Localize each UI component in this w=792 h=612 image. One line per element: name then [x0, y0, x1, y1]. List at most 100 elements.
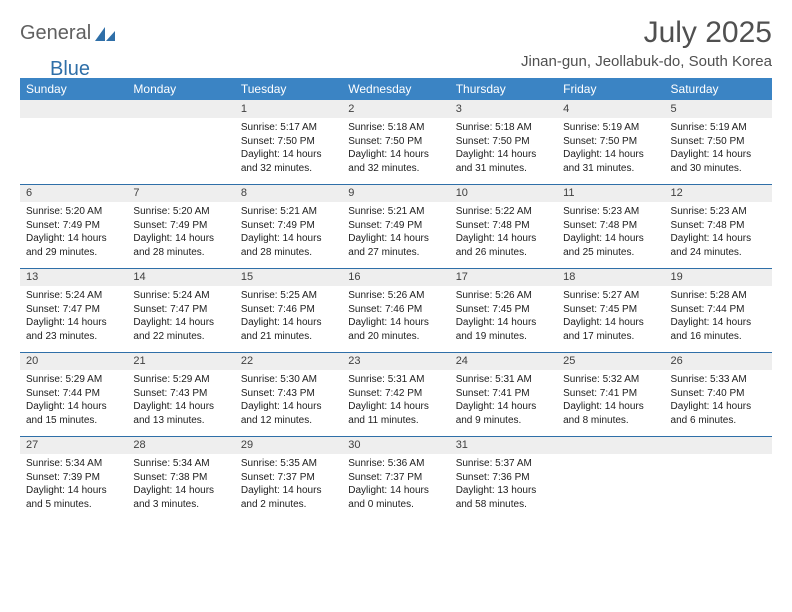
day-number: 18 [557, 268, 664, 286]
day-cell: Sunrise: 5:27 AMSunset: 7:45 PMDaylight:… [557, 286, 664, 352]
day-number: 8 [235, 184, 342, 202]
sail-icon [95, 27, 115, 41]
daylight-text: Daylight: 14 hours and 8 minutes. [563, 400, 658, 427]
sunset-text: Sunset: 7:45 PM [456, 303, 551, 317]
day-cell: Sunrise: 5:20 AMSunset: 7:49 PMDaylight:… [20, 202, 127, 268]
day-number: 2 [342, 100, 449, 118]
sunset-text: Sunset: 7:36 PM [456, 471, 551, 485]
col-tuesday: Tuesday [235, 78, 342, 100]
daylight-text: Daylight: 14 hours and 15 minutes. [26, 400, 121, 427]
brand-logo: General [20, 22, 117, 45]
day-number: 30 [342, 436, 449, 454]
day-cell: Sunrise: 5:34 AMSunset: 7:38 PMDaylight:… [127, 454, 234, 520]
day-number [665, 436, 772, 454]
daylight-text: Daylight: 14 hours and 27 minutes. [348, 232, 443, 259]
day-cell: Sunrise: 5:18 AMSunset: 7:50 PMDaylight:… [342, 118, 449, 184]
sunrise-text: Sunrise: 5:29 AM [133, 373, 228, 387]
day-cell: Sunrise: 5:21 AMSunset: 7:49 PMDaylight:… [342, 202, 449, 268]
day-number: 7 [127, 184, 234, 202]
day-number: 14 [127, 268, 234, 286]
daylight-text: Daylight: 14 hours and 26 minutes. [456, 232, 551, 259]
day-cell: Sunrise: 5:28 AMSunset: 7:44 PMDaylight:… [665, 286, 772, 352]
day-cell: Sunrise: 5:23 AMSunset: 7:48 PMDaylight:… [665, 202, 772, 268]
sunset-text: Sunset: 7:37 PM [348, 471, 443, 485]
sunrise-text: Sunrise: 5:28 AM [671, 289, 766, 303]
daylight-text: Daylight: 14 hours and 30 minutes. [671, 148, 766, 175]
day-number: 27 [20, 436, 127, 454]
sunset-text: Sunset: 7:50 PM [671, 135, 766, 149]
sunrise-text: Sunrise: 5:30 AM [241, 373, 336, 387]
daylight-text: Daylight: 14 hours and 5 minutes. [26, 484, 121, 511]
sunrise-text: Sunrise: 5:20 AM [133, 205, 228, 219]
day-cell: Sunrise: 5:33 AMSunset: 7:40 PMDaylight:… [665, 370, 772, 436]
brand-text-2: Blue [50, 58, 90, 81]
week-number-row: 12345 [20, 100, 772, 118]
sunrise-text: Sunrise: 5:26 AM [456, 289, 551, 303]
sunrise-text: Sunrise: 5:21 AM [241, 205, 336, 219]
sunset-text: Sunset: 7:44 PM [26, 387, 121, 401]
sunset-text: Sunset: 7:46 PM [241, 303, 336, 317]
day-cell: Sunrise: 5:36 AMSunset: 7:37 PMDaylight:… [342, 454, 449, 520]
day-cell: Sunrise: 5:26 AMSunset: 7:45 PMDaylight:… [450, 286, 557, 352]
day-cell: Sunrise: 5:37 AMSunset: 7:36 PMDaylight:… [450, 454, 557, 520]
sunrise-text: Sunrise: 5:26 AM [348, 289, 443, 303]
sunrise-text: Sunrise: 5:20 AM [26, 205, 121, 219]
sunrise-text: Sunrise: 5:23 AM [671, 205, 766, 219]
sunrise-text: Sunrise: 5:36 AM [348, 457, 443, 471]
day-cell: Sunrise: 5:17 AMSunset: 7:50 PMDaylight:… [235, 118, 342, 184]
week-body-row: Sunrise: 5:17 AMSunset: 7:50 PMDaylight:… [20, 118, 772, 184]
day-cell: Sunrise: 5:21 AMSunset: 7:49 PMDaylight:… [235, 202, 342, 268]
sunset-text: Sunset: 7:49 PM [26, 219, 121, 233]
sunrise-text: Sunrise: 5:35 AM [241, 457, 336, 471]
day-number: 23 [342, 352, 449, 370]
sunset-text: Sunset: 7:47 PM [26, 303, 121, 317]
day-number [557, 436, 664, 454]
day-cell: Sunrise: 5:32 AMSunset: 7:41 PMDaylight:… [557, 370, 664, 436]
day-cell: Sunrise: 5:19 AMSunset: 7:50 PMDaylight:… [557, 118, 664, 184]
day-cell [20, 118, 127, 184]
daylight-text: Daylight: 14 hours and 28 minutes. [241, 232, 336, 259]
day-cell: Sunrise: 5:18 AMSunset: 7:50 PMDaylight:… [450, 118, 557, 184]
header: General July 2025 Jinan-gun, Jeollabuk-d… [20, 16, 772, 76]
day-cell: Sunrise: 5:31 AMSunset: 7:42 PMDaylight:… [342, 370, 449, 436]
sunset-text: Sunset: 7:47 PM [133, 303, 228, 317]
sunrise-text: Sunrise: 5:34 AM [26, 457, 121, 471]
day-number [20, 100, 127, 118]
sunset-text: Sunset: 7:42 PM [348, 387, 443, 401]
day-cell: Sunrise: 5:20 AMSunset: 7:49 PMDaylight:… [127, 202, 234, 268]
calendar-body: 12345Sunrise: 5:17 AMSunset: 7:50 PMDayl… [20, 100, 772, 520]
sunrise-text: Sunrise: 5:34 AM [133, 457, 228, 471]
sunrise-text: Sunrise: 5:31 AM [456, 373, 551, 387]
week-body-row: Sunrise: 5:34 AMSunset: 7:39 PMDaylight:… [20, 454, 772, 520]
daylight-text: Daylight: 14 hours and 13 minutes. [133, 400, 228, 427]
sunset-text: Sunset: 7:43 PM [241, 387, 336, 401]
day-cell: Sunrise: 5:24 AMSunset: 7:47 PMDaylight:… [127, 286, 234, 352]
day-number: 17 [450, 268, 557, 286]
daylight-text: Daylight: 14 hours and 23 minutes. [26, 316, 121, 343]
daylight-text: Daylight: 14 hours and 12 minutes. [241, 400, 336, 427]
day-cell [557, 454, 664, 520]
sunset-text: Sunset: 7:45 PM [563, 303, 658, 317]
sunrise-text: Sunrise: 5:27 AM [563, 289, 658, 303]
col-saturday: Saturday [665, 78, 772, 100]
sunrise-text: Sunrise: 5:37 AM [456, 457, 551, 471]
sunset-text: Sunset: 7:48 PM [456, 219, 551, 233]
col-friday: Friday [557, 78, 664, 100]
calendar-table: Sunday Monday Tuesday Wednesday Thursday… [20, 78, 772, 520]
sunrise-text: Sunrise: 5:22 AM [456, 205, 551, 219]
week-body-row: Sunrise: 5:24 AMSunset: 7:47 PMDaylight:… [20, 286, 772, 352]
day-number: 13 [20, 268, 127, 286]
daylight-text: Daylight: 14 hours and 17 minutes. [563, 316, 658, 343]
daylight-text: Daylight: 14 hours and 31 minutes. [456, 148, 551, 175]
day-number: 20 [20, 352, 127, 370]
sunset-text: Sunset: 7:41 PM [563, 387, 658, 401]
day-number: 9 [342, 184, 449, 202]
week-number-row: 20212223242526 [20, 352, 772, 370]
day-cell: Sunrise: 5:29 AMSunset: 7:43 PMDaylight:… [127, 370, 234, 436]
day-cell: Sunrise: 5:34 AMSunset: 7:39 PMDaylight:… [20, 454, 127, 520]
day-number: 15 [235, 268, 342, 286]
day-cell: Sunrise: 5:24 AMSunset: 7:47 PMDaylight:… [20, 286, 127, 352]
col-sunday: Sunday [20, 78, 127, 100]
day-cell [665, 454, 772, 520]
daylight-text: Daylight: 14 hours and 20 minutes. [348, 316, 443, 343]
